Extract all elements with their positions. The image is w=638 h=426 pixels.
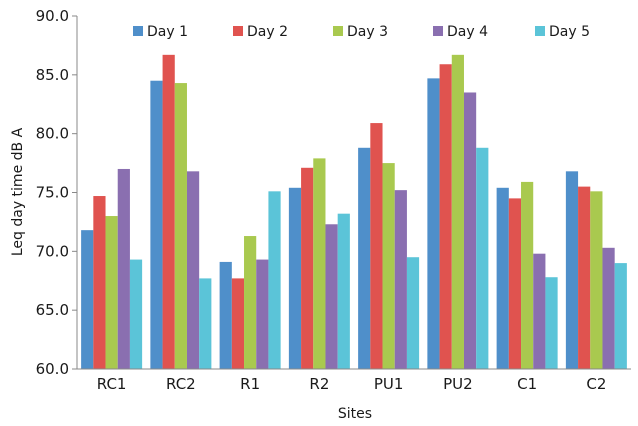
- x-axis-title: Sites: [338, 406, 372, 422]
- bar-pu2-day-3: [451, 54, 464, 370]
- legend-swatch: [133, 26, 143, 36]
- bar-c1-day-3: [521, 181, 534, 369]
- bar-rc2-day-3: [174, 83, 187, 369]
- bar-pu1-day-1: [358, 147, 371, 369]
- y-tick-label: 85.0: [36, 66, 69, 84]
- x-category-label: R1: [240, 375, 260, 393]
- bar-c2-day-1: [565, 171, 579, 369]
- bar-c1-day-2: [508, 198, 522, 369]
- bar-r2-day-5: [337, 213, 350, 369]
- legend-label: Day 4: [447, 24, 488, 40]
- bars: [81, 54, 627, 370]
- bar-pu2-day-5: [476, 147, 489, 369]
- bar-r1-day-4: [256, 259, 269, 369]
- bar-rc2-day-4: [186, 171, 200, 369]
- bar-rc2-day-2: [162, 54, 175, 370]
- bar-c2-day-4: [602, 247, 615, 369]
- bar-c2-day-3: [590, 191, 603, 369]
- bar-rc1-day-4: [117, 168, 130, 369]
- bar-pu1-day-4: [394, 190, 407, 369]
- legend-label: Day 3: [347, 24, 388, 40]
- bar-rc1-day-3: [105, 216, 118, 369]
- bar-c1-day-4: [533, 253, 546, 369]
- y-tick-label: 60.0: [36, 360, 69, 378]
- legend-swatch: [433, 26, 443, 36]
- legend-label: Day 5: [549, 24, 590, 40]
- y-tick-label: 75.0: [36, 184, 69, 202]
- bar-rc1-day-2: [93, 196, 106, 369]
- bar-r1-day-3: [244, 236, 257, 369]
- legend-label: Day 1: [147, 24, 188, 40]
- bar-rc1-day-5: [129, 259, 143, 369]
- bar-pu2-day-4: [463, 92, 477, 369]
- bar-c1-day-5: [545, 277, 558, 369]
- legend-swatch: [535, 26, 545, 36]
- bar-rc1-day-1: [81, 230, 94, 369]
- legend-label: Day 2: [247, 24, 288, 40]
- y-tick-label: 80.0: [36, 125, 69, 143]
- legend: Day 1 Day 2 Day 3 Day 4 Day 5: [133, 24, 590, 40]
- x-category-label: RC2: [166, 375, 196, 393]
- bar-pu1-day-3: [382, 163, 395, 369]
- y-tick-label: 90.0: [36, 7, 69, 25]
- y-ticks: 60.0 65.0 70.0 75.0 80.0 85.0 90.0: [36, 7, 77, 378]
- legend-swatch: [333, 26, 343, 36]
- bar-r1-day-1: [219, 261, 232, 369]
- bar-pu1-day-2: [370, 123, 383, 370]
- x-category-label: C1: [517, 375, 537, 393]
- x-category-label: C2: [586, 375, 606, 393]
- bar-r2-day-3: [313, 158, 326, 369]
- bar-rc2-day-1: [150, 80, 163, 369]
- bar-r2-day-1: [288, 187, 302, 369]
- x-category-label: RC1: [97, 375, 127, 393]
- y-tick-label: 65.0: [36, 301, 69, 319]
- y-axis-title: Leq day time dB A: [10, 127, 26, 256]
- x-labels: RC1 RC2 R1 R2 PU1 PU2 C1 C2: [97, 375, 607, 393]
- bar-r2-day-2: [301, 167, 314, 369]
- bar-pu2-day-1: [427, 78, 440, 369]
- bar-rc2-day-5: [199, 278, 212, 369]
- legend-swatch: [233, 26, 243, 36]
- x-category-label: R2: [309, 375, 329, 393]
- bar-c2-day-2: [578, 186, 591, 369]
- y-tick-label: 70.0: [36, 242, 69, 260]
- bar-r1-day-5: [268, 191, 281, 369]
- x-category-label: PU2: [443, 375, 473, 393]
- bar-r1-day-2: [231, 278, 245, 369]
- bar-pu1-day-5: [406, 257, 420, 369]
- x-category-label: PU1: [374, 375, 404, 393]
- bar-pu2-day-2: [439, 64, 452, 369]
- bar-c2-day-5: [614, 263, 627, 369]
- bar-r2-day-4: [325, 224, 338, 369]
- bar-c1-day-1: [496, 187, 509, 369]
